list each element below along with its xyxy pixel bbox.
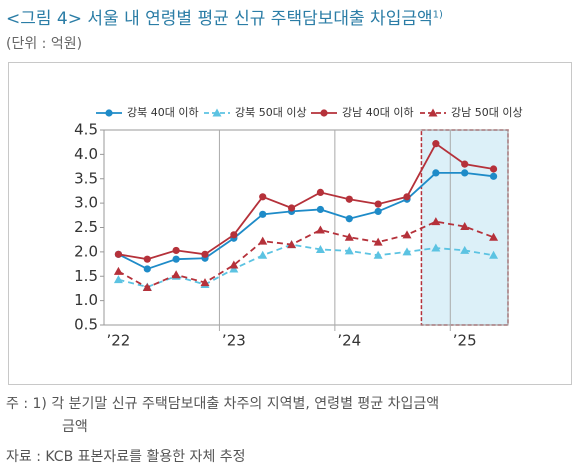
y-tick-label: 3.0 bbox=[74, 194, 98, 212]
point bbox=[373, 237, 383, 246]
point bbox=[171, 270, 181, 279]
series-line bbox=[118, 172, 494, 270]
point bbox=[460, 222, 470, 231]
point bbox=[489, 250, 499, 259]
point bbox=[143, 255, 151, 263]
point bbox=[428, 108, 438, 117]
point bbox=[431, 217, 441, 226]
chart-subtitle: (단위 : 억원) bbox=[6, 36, 83, 52]
point bbox=[461, 169, 469, 177]
point bbox=[114, 250, 123, 258]
point bbox=[320, 109, 328, 117]
point bbox=[315, 244, 325, 253]
chart: 0.5 1.0 1.5 2.0 2.5 3.0 3.5 4.0 4.5 ’22 ’23 ’24 ’25 강… bbox=[8, 62, 572, 385]
source: 자료 : KCB 표본자료를 활용한 자체 추정 bbox=[6, 449, 246, 465]
point bbox=[489, 165, 498, 173]
point bbox=[374, 200, 382, 208]
point bbox=[374, 207, 382, 216]
x-tick-label: ’22 bbox=[106, 332, 130, 350]
y-tick-label: 4.0 bbox=[74, 145, 98, 163]
point bbox=[200, 278, 210, 287]
point bbox=[345, 195, 353, 203]
y-tick-label: 4.5 bbox=[74, 121, 98, 139]
point bbox=[287, 240, 297, 249]
title-note-mark: 1) bbox=[432, 9, 443, 21]
point bbox=[105, 109, 113, 117]
note-line: 주 : 1) 각 분기말 신규 주택담보대출 차주의 지역별, 연령별 평균 차… bbox=[6, 396, 440, 412]
point bbox=[201, 250, 209, 258]
point bbox=[172, 255, 180, 263]
point bbox=[258, 236, 268, 245]
point bbox=[230, 231, 238, 239]
point bbox=[143, 265, 151, 273]
y-tick-label: 0.5 bbox=[74, 316, 98, 334]
notes: 주 : 1) 각 분기말 신규 주택담보대출 차주의 지역별, 연령별 평균 차… bbox=[6, 393, 439, 469]
point bbox=[142, 282, 152, 291]
point bbox=[172, 246, 180, 255]
point bbox=[432, 140, 440, 148]
point bbox=[344, 246, 354, 255]
point bbox=[431, 243, 441, 252]
point bbox=[287, 204, 296, 212]
legend-label: 강남 50대 이상 bbox=[451, 106, 523, 119]
series-line bbox=[118, 243, 494, 288]
y-tick-label: 1.5 bbox=[74, 267, 98, 285]
point bbox=[403, 193, 411, 201]
point bbox=[461, 160, 469, 168]
y-tick-label: 3.5 bbox=[74, 169, 98, 187]
point bbox=[432, 169, 440, 177]
point bbox=[229, 260, 239, 269]
point bbox=[344, 232, 354, 241]
point bbox=[315, 225, 325, 234]
point bbox=[259, 210, 267, 218]
point bbox=[489, 172, 498, 180]
x-tick-label: ’23 bbox=[222, 332, 246, 350]
y-tick-label: 2.5 bbox=[74, 218, 98, 236]
note-line: 금액 bbox=[62, 419, 88, 435]
point bbox=[345, 215, 353, 223]
chart-title: <그림 4> 서울 내 연령별 평균 신규 주택담보대출 차입금액 bbox=[6, 9, 433, 29]
chart-title-wrap: <그림 4> 서울 내 연령별 평균 신규 주택담보대출 차입금액1) bbox=[6, 4, 443, 29]
legend-label: 강북 40대 이하 bbox=[127, 105, 199, 119]
point bbox=[460, 245, 470, 254]
y-tick-label: 2.0 bbox=[74, 242, 98, 260]
legend-label: 강북 50대 이상 bbox=[235, 106, 307, 119]
point bbox=[316, 205, 325, 214]
point bbox=[212, 108, 222, 117]
y-tick-label: 1.0 bbox=[74, 291, 98, 309]
point bbox=[258, 250, 268, 259]
point bbox=[402, 230, 412, 239]
point bbox=[113, 266, 123, 275]
point bbox=[316, 188, 325, 196]
legend-label: 강남 40대 이하 bbox=[342, 105, 414, 119]
series-line bbox=[117, 220, 494, 289]
point bbox=[402, 247, 412, 256]
x-tick-label: ’25 bbox=[453, 332, 477, 350]
point bbox=[259, 193, 267, 201]
point bbox=[489, 232, 499, 241]
series-line bbox=[118, 142, 494, 261]
point bbox=[113, 275, 123, 284]
x-tick-label: ’24 bbox=[337, 332, 361, 350]
chart-frame bbox=[8, 62, 572, 385]
point bbox=[373, 250, 383, 259]
